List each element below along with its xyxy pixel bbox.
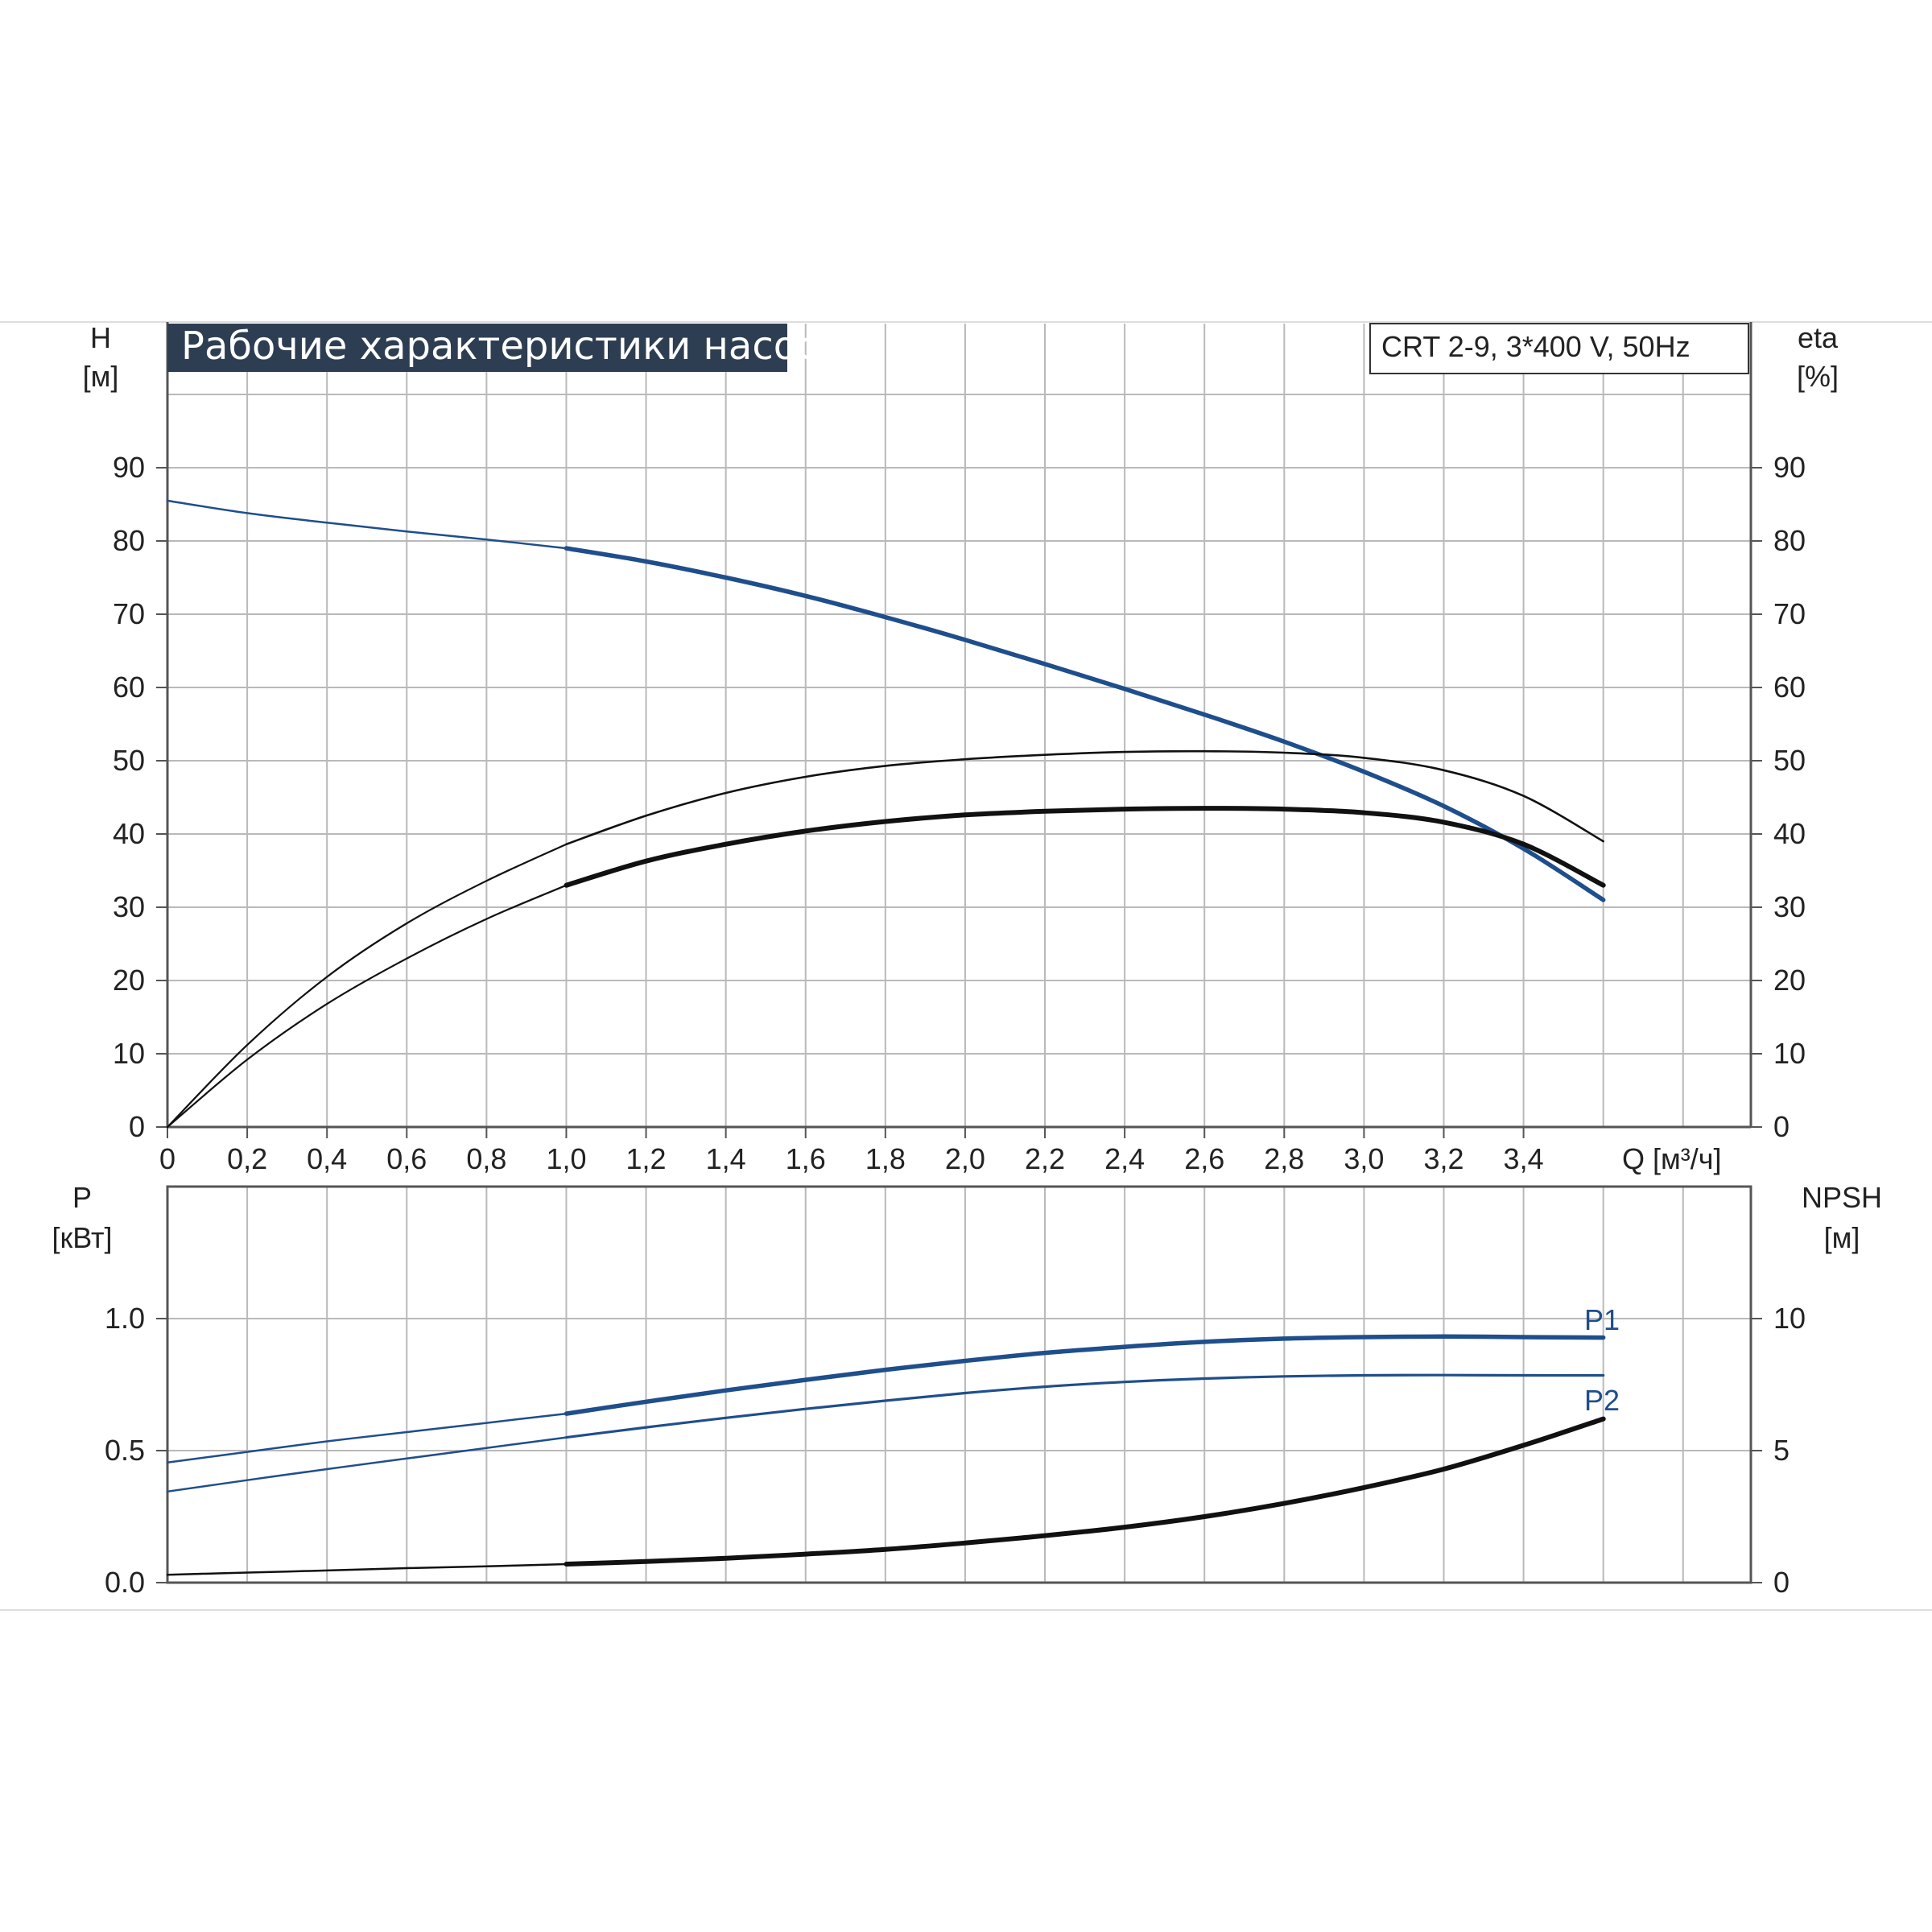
power-axis-unit: [кВт]	[52, 1221, 112, 1254]
x-tick-label: 1,4	[706, 1142, 746, 1175]
power-p2-curve-line	[564, 1373, 1605, 1439]
x-tick-label: 3,4	[1504, 1142, 1544, 1175]
x-tick-label: 3,2	[1423, 1142, 1463, 1175]
y-tick-label-right: 50	[1773, 744, 1806, 777]
y-tick-label-left: 80	[113, 524, 145, 557]
y-tick-label-right: 20	[1773, 964, 1806, 997]
x-tick-label: 2,4	[1104, 1142, 1145, 1175]
y-tick-label-left: 40	[113, 817, 145, 850]
efficiency-curve-pump-line-start	[166, 843, 568, 1129]
npsh-tick-label: 5	[1773, 1434, 1790, 1467]
x-tick-label: 2,2	[1025, 1142, 1065, 1175]
power-p1-curve-line	[564, 1334, 1606, 1416]
y-left-label: H	[90, 321, 111, 354]
power-tick-label: 0.5	[105, 1434, 145, 1467]
x-tick-label: 0,2	[227, 1142, 267, 1175]
power-tick-label: 1.0	[105, 1302, 145, 1335]
y-tick-label-right: 70	[1773, 597, 1806, 630]
lower-plot-frame	[166, 1185, 1752, 1584]
grid	[167, 324, 1751, 1583]
axes	[156, 322, 1762, 1584]
y-tick-label-left: 90	[113, 451, 145, 484]
y-tick-label-left: 70	[113, 597, 145, 630]
model-label-box	[1369, 323, 1749, 374]
y-tick-label-left: 0	[129, 1110, 145, 1143]
y-tick-label-right: 10	[1773, 1037, 1806, 1070]
y-tick-label-left: 30	[113, 890, 145, 923]
x-tick-label: 1,2	[626, 1142, 667, 1175]
head-curve-line	[564, 546, 1606, 902]
y-tick-label-right: 40	[1773, 817, 1806, 850]
x-tick-label: 2,6	[1184, 1142, 1224, 1175]
series-label-p2: P2	[1584, 1384, 1620, 1417]
series	[166, 499, 1606, 1576]
y-tick-label-right: 0	[1773, 1110, 1790, 1143]
series-label-p1: P1	[1584, 1303, 1620, 1336]
x-tick-label: 0	[159, 1142, 175, 1175]
npsh-tick-label: 10	[1773, 1302, 1806, 1335]
power-p1-curve-line-start	[166, 1412, 568, 1464]
y-tick-label-right: 90	[1773, 451, 1806, 484]
y-left-unit: [м]	[83, 360, 119, 393]
model-label: CRT 2-9, 3*400 V, 50Hz	[1381, 330, 1690, 363]
tick-labels: 0 0,2 0,4 0,6 0,8 1,0 1,2 1,4 1,6 1,8 2,0 2,2 2,4 2,6…	[105, 451, 1806, 1599]
chart-title: Рабочие характеристики насоса	[181, 324, 842, 369]
head-curve-line-start	[166, 499, 568, 550]
y-tick-label-right: 80	[1773, 524, 1806, 557]
y-tick-label-left: 60	[113, 671, 145, 704]
y-tick-label-left: 50	[113, 744, 145, 777]
y-right-label: eta	[1798, 321, 1839, 354]
x-tick-label: 2,0	[945, 1142, 985, 1175]
y-tick-label-left: 10	[113, 1037, 145, 1070]
x-tick-label: 0,4	[307, 1142, 347, 1175]
y-tick-label-right: 30	[1773, 890, 1806, 923]
x-tick-label: 0,8	[466, 1142, 506, 1175]
x-tick-label: 0,6	[386, 1142, 427, 1175]
npsh-axis-label: NPSH	[1802, 1181, 1882, 1214]
npsh-tick-label: 0	[1773, 1566, 1790, 1599]
npsh-curve-line-start	[166, 1563, 568, 1576]
efficiency-curve-total-line	[564, 806, 1606, 888]
efficiency-curve-pump-line	[565, 749, 1604, 845]
x-tick-label: 2,8	[1264, 1142, 1304, 1175]
x-tick-label: 3,0	[1344, 1142, 1384, 1175]
x-tick-label: 1,8	[865, 1142, 906, 1175]
title-background	[167, 324, 787, 372]
npsh-axis-unit: [м]	[1824, 1221, 1860, 1254]
power-axis-label: P	[72, 1181, 92, 1214]
x-axis-label: Q [м³/ч]	[1622, 1142, 1722, 1175]
x-tick-label: 1,0	[546, 1142, 586, 1175]
y-tick-label-right: 60	[1773, 671, 1806, 704]
x-tick-label: 1,6	[786, 1142, 826, 1175]
y-right-unit: [%]	[1797, 360, 1839, 393]
power-p2-curve-line-start	[166, 1436, 568, 1493]
y-tick-label-left: 20	[113, 964, 145, 997]
power-tick-label: 0.0	[105, 1566, 145, 1599]
efficiency-curve-total-line-start	[166, 884, 568, 1129]
npsh-curve-line	[564, 1416, 1606, 1567]
